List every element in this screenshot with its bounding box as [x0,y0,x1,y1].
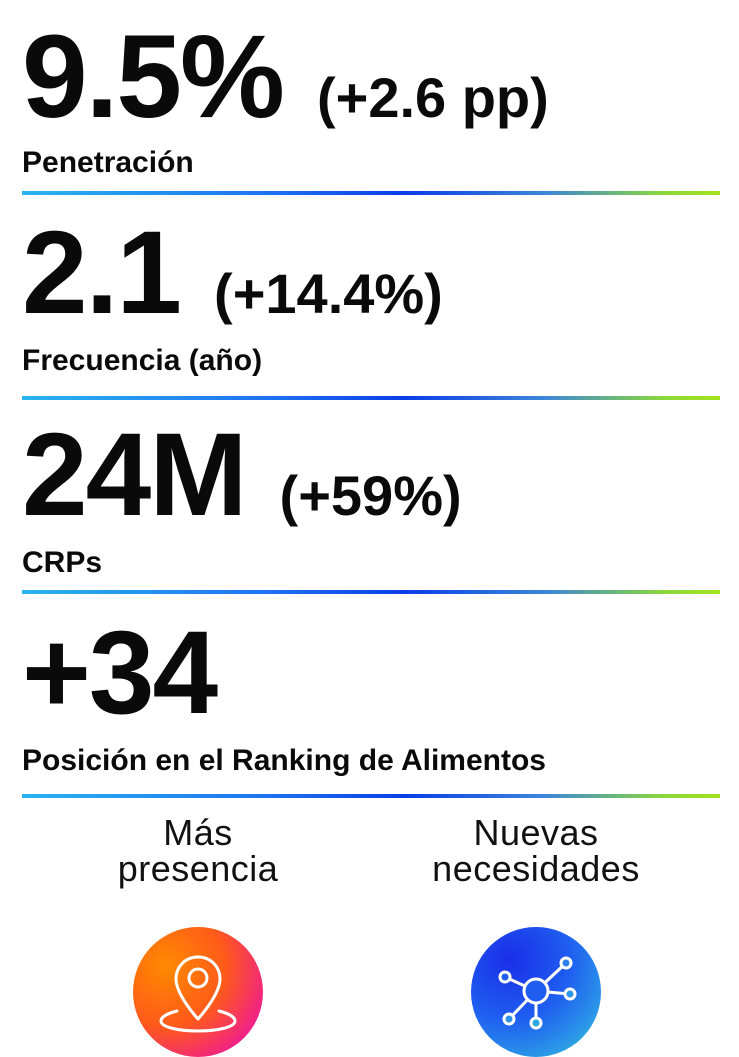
network-nodes-icon [498,956,577,1030]
metric-label: Penetración [22,146,194,179]
feature-new-needs: Nuevas necesidades [406,812,666,1057]
needs-badge [471,927,601,1057]
gradient-divider [22,191,720,195]
metric-crps: 24M (+59%) CRPs [22,416,722,598]
feature-more-presence: Más presencia [68,812,328,1057]
metric-change: (+14.4%) [214,262,443,325]
feature-title-line2: necesidades [432,848,640,889]
metric-value-row: +34 [22,614,250,732]
metric-change: (+2.6 pp) [316,66,549,129]
metric-label: Posición en el Ranking de Alimentos [22,744,546,777]
metric-ranking-position: +34 Posición en el Ranking de Alimentos [22,614,722,804]
metric-value: 24M [22,409,248,541]
metric-label: Frecuencia (año) [22,344,263,377]
metric-value-row: 9.5% (+2.6 pp) [22,18,549,136]
gradient-divider [22,794,720,798]
metric-value: 2.1 [22,207,182,339]
metric-change: (+59%) [279,464,462,527]
metric-value-row: 24M (+59%) [22,416,462,534]
metric-value: +34 [22,607,218,739]
feature-title-line1: Más [163,812,233,853]
gradient-divider [22,396,720,400]
feature-title-line1: Nuevas [473,812,599,853]
metric-label: CRPs [22,546,103,579]
map-pin-icon [159,955,237,1033]
metric-penetration: 9.5% (+2.6 pp) Penetración [22,18,722,198]
presence-badge [133,927,263,1057]
metric-value: 9.5% [22,11,285,143]
metric-frequency: 2.1 (+14.4%) Frecuencia (año) [22,214,722,404]
metric-value-row: 2.1 (+14.4%) [22,214,443,332]
gradient-divider [22,590,720,594]
feature-title-line2: presencia [117,848,279,889]
